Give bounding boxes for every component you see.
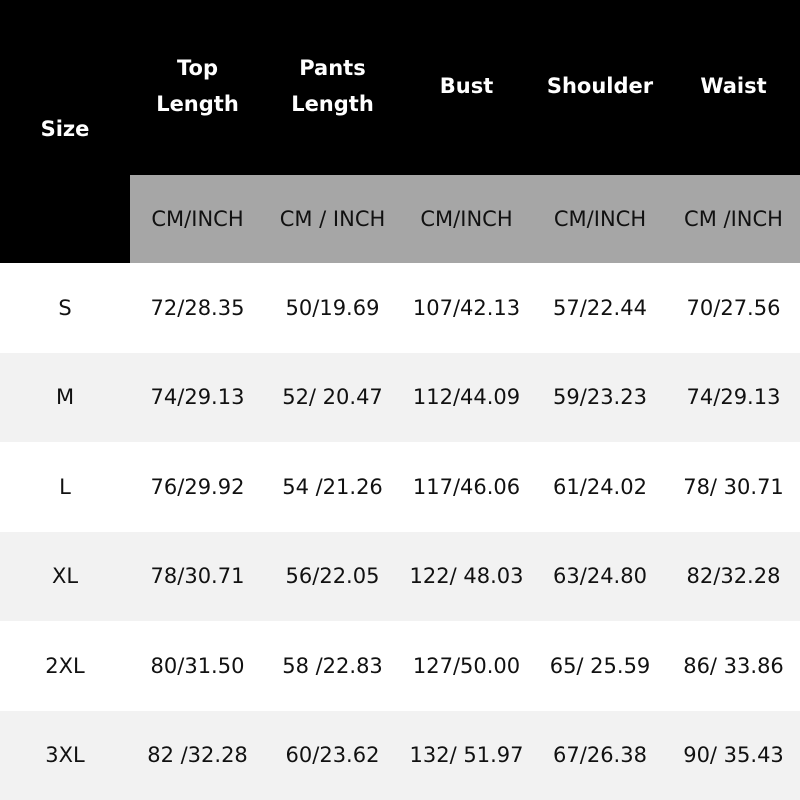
unit-label: CM/INCH: [400, 175, 533, 263]
table-cell: 65/ 25.59: [549, 653, 651, 678]
table-cell: 56/22.05: [265, 531, 400, 621]
table-cell: 60/23.62: [265, 710, 400, 800]
unit-label: CM / INCH: [265, 175, 400, 263]
table-cell: 132/ 51.97: [400, 710, 533, 800]
unit-label: CM /INCH: [667, 175, 800, 263]
table-cell: 59/23.23: [533, 352, 667, 442]
table-cell: 76/29.92: [150, 474, 245, 499]
table-cell: 122/ 48.03: [400, 531, 533, 621]
table-cell: 90/ 35.43: [667, 710, 800, 800]
table-cell: 63/24.80: [533, 531, 667, 621]
row-size: 3XL: [0, 710, 130, 800]
header-column: Waist: [667, 0, 800, 175]
table-cell: 74/29.13: [130, 352, 265, 442]
row-size: L: [59, 474, 71, 499]
header-column: Bust: [400, 0, 533, 175]
table-cell: 86/ 33.86: [683, 653, 784, 678]
table-cell: 82/32.28: [667, 531, 800, 621]
table-cell: 52/ 20.47: [265, 352, 400, 442]
header-column: Pants Length: [265, 0, 400, 175]
row-size: XL: [0, 531, 130, 621]
table-cell: 117/46.06: [412, 474, 521, 499]
header-column: Shoulder: [533, 0, 667, 175]
table-cell: 70/27.56: [686, 295, 781, 320]
unit-label: CM/INCH: [130, 175, 265, 263]
header-size: Size: [0, 0, 130, 263]
table-cell: 78/30.71: [130, 531, 265, 621]
table-cell: 72/28.35: [150, 295, 245, 320]
table-cell: 74/29.13: [667, 352, 800, 442]
table-cell: 54 /21.26: [282, 474, 383, 499]
row-size: 2XL: [45, 653, 85, 678]
row-size: M: [0, 352, 130, 442]
header-column: Top Length: [130, 0, 265, 175]
table-cell: 112/44.09: [400, 352, 533, 442]
unit-label: CM/INCH: [533, 175, 667, 263]
table-cell: 57/22.44: [553, 295, 647, 320]
table-cell: 78/ 30.71: [683, 474, 784, 499]
table-cell: 50/19.69: [285, 295, 380, 320]
table-cell: 107/42.13: [412, 295, 521, 320]
table-cell: 61/24.02: [553, 474, 647, 499]
table-cell: 58 /22.83: [282, 653, 383, 678]
table-cell: 127/50.00: [412, 653, 521, 678]
table-cell: 82 /32.28: [130, 710, 265, 800]
table-cell: 67/26.38: [533, 710, 667, 800]
row-size: S: [58, 295, 72, 320]
table-cell: 80/31.50: [150, 653, 245, 678]
